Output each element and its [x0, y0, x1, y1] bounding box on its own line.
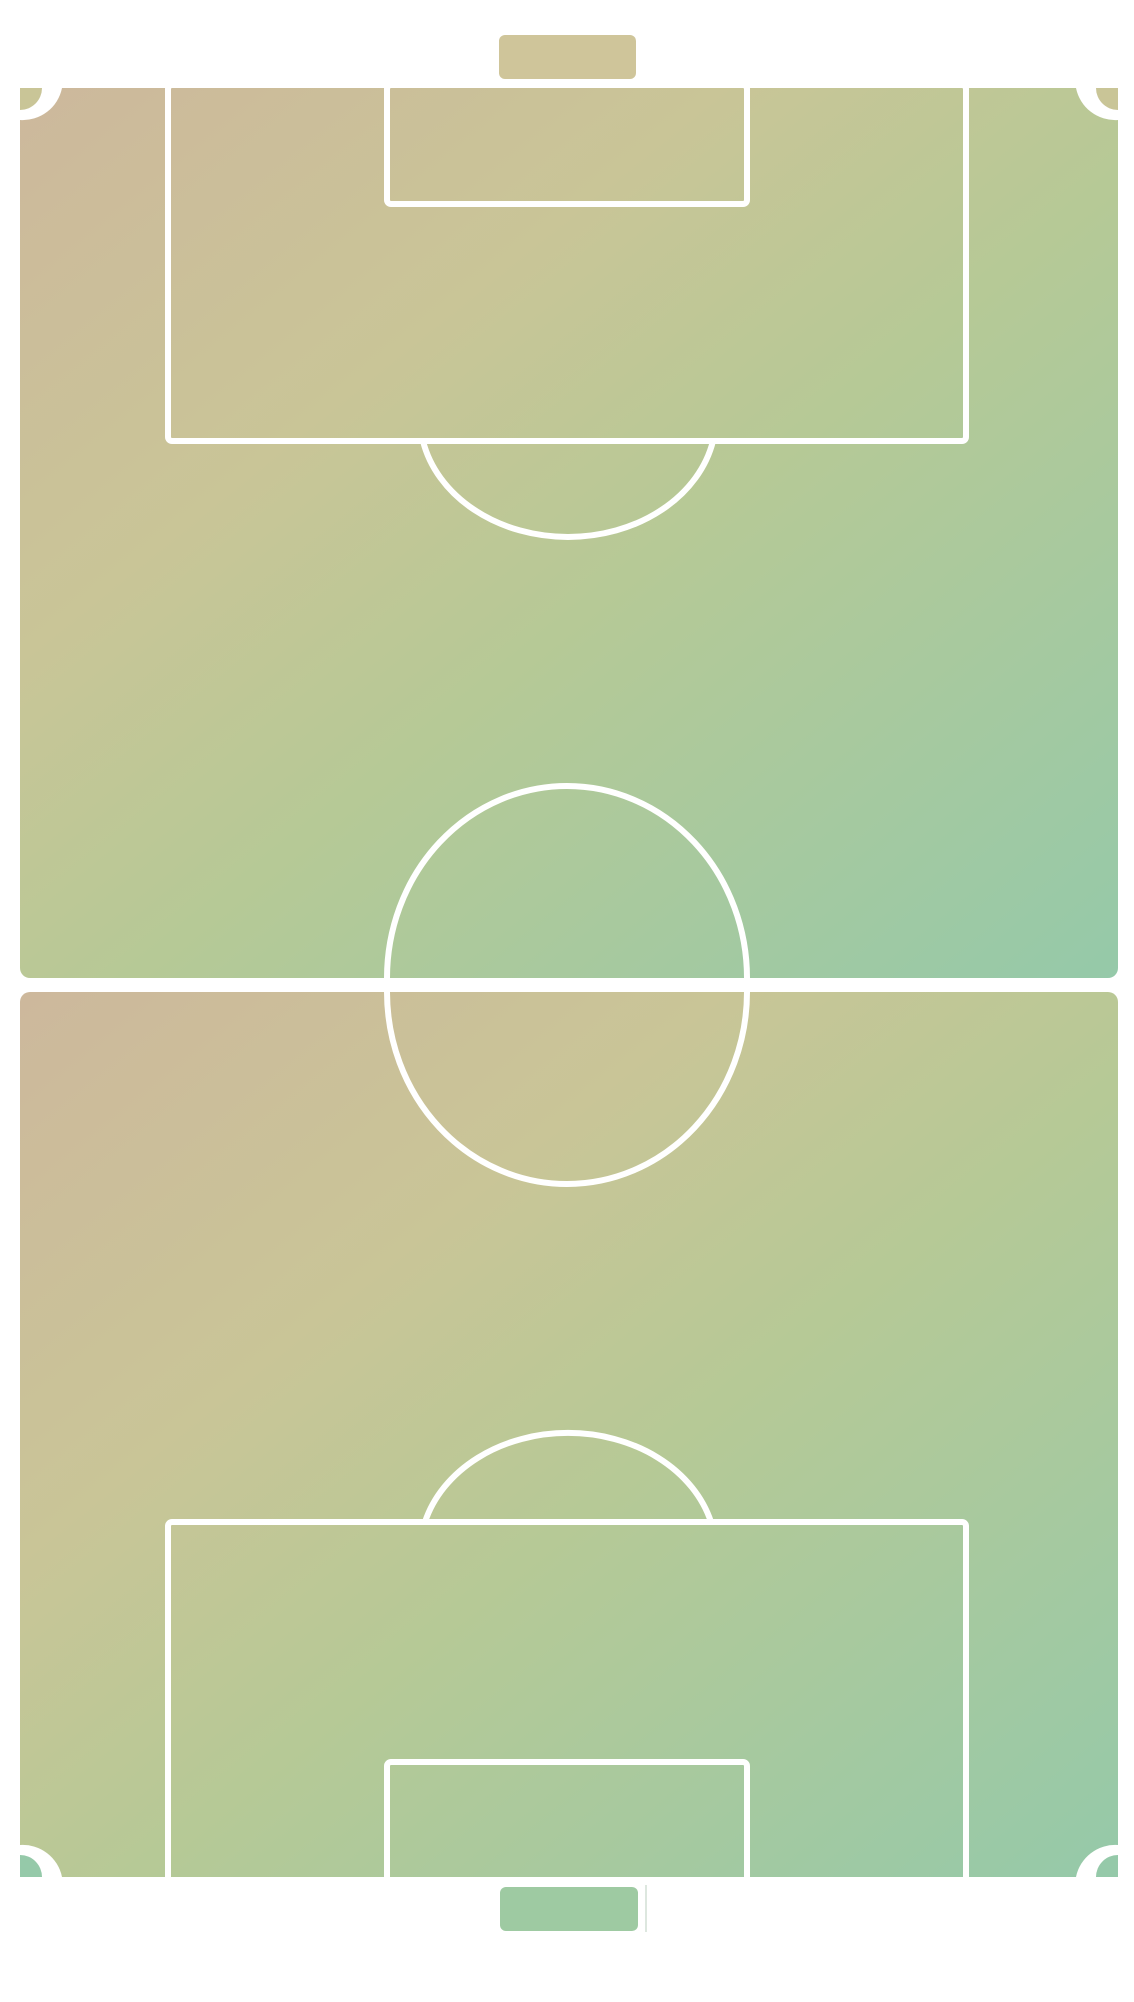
- corner-marks: [20, 88, 1118, 1877]
- top-goal-box: [384, 88, 750, 207]
- bottom-half: [20, 992, 1118, 1877]
- corner-flag-top-left: [20, 88, 42, 110]
- bottom-goal: [500, 1887, 638, 1931]
- top-penalty-box: [165, 88, 969, 444]
- bottom-penalty-arc: [422, 1429, 714, 1523]
- bottom-center-semicircle: [384, 992, 750, 1187]
- bottom-penalty-box: [165, 1519, 969, 1877]
- top-half: [20, 88, 1118, 978]
- top-goal: [499, 35, 636, 79]
- corner-flag-bottom-right: [1096, 1855, 1118, 1877]
- corner-flag-top-right: [1096, 88, 1118, 110]
- top-center-semicircle: [384, 783, 750, 978]
- bottom-goal-box: [384, 1759, 750, 1877]
- corner-flag-bottom-left: [20, 1855, 42, 1877]
- halfway-line: [20, 978, 1118, 992]
- top-half-turf: [20, 88, 1118, 978]
- top-penalty-arc: [420, 440, 716, 540]
